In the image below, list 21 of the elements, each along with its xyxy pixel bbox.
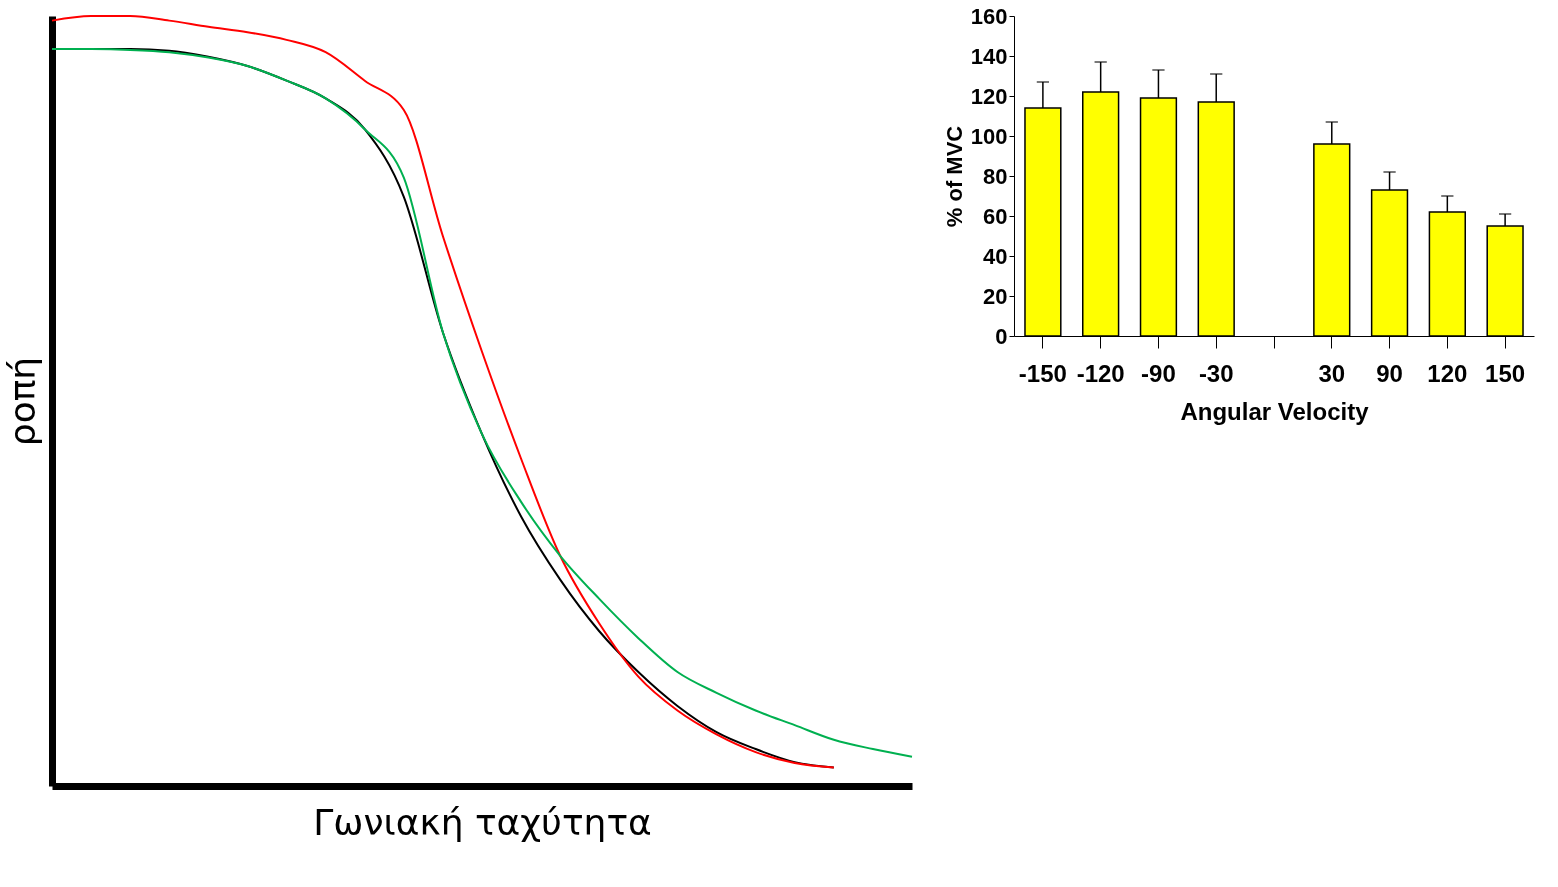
y-tick-label: 160 <box>970 3 1008 29</box>
x-axis-title: Γωνιακή ταχύτητα <box>313 801 652 843</box>
x-tick-label: -90 <box>1141 359 1176 387</box>
x-tick-label: 90 <box>1376 359 1403 387</box>
y-tick-label: 20 <box>983 283 1008 309</box>
y-tick-label: 120 <box>970 83 1008 109</box>
x-tick-label: -120 <box>1076 359 1125 387</box>
y-axis-title: % of MVC <box>941 125 967 228</box>
y-tick-label: 60 <box>983 203 1008 229</box>
y-tick-label: 40 <box>983 243 1008 269</box>
x-tick-label: -30 <box>1198 359 1234 387</box>
y-tick-label: 80 <box>983 163 1008 189</box>
y-tick-label: 0 <box>995 323 1008 349</box>
x-axis-title: Angular Velocity <box>1180 397 1370 425</box>
y-axis-title: ροπή <box>1 356 43 447</box>
x-tick-label: -150 <box>1018 359 1067 387</box>
x-tick-label: 150 <box>1485 359 1526 387</box>
y-tick-label: 140 <box>970 43 1008 69</box>
x-tick-label: 120 <box>1427 359 1468 387</box>
x-tick-label: 30 <box>1318 359 1346 387</box>
y-tick-label: 100 <box>970 123 1008 149</box>
